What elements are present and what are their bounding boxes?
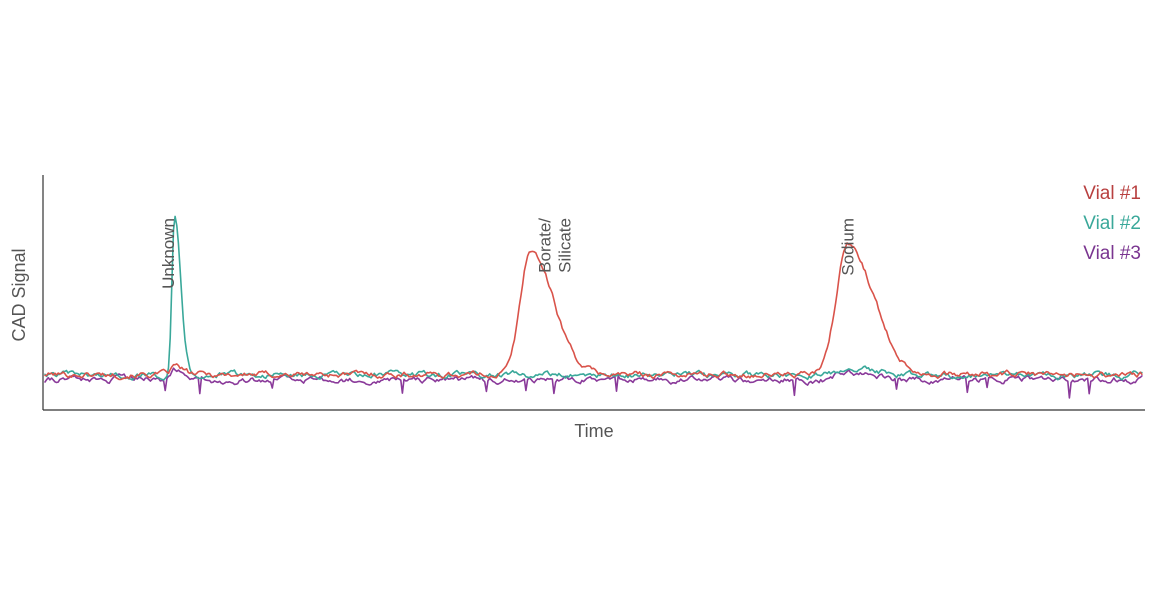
y-axis-title: CAD Signal [9,248,29,341]
peak-label-1-1: Silicate [556,218,575,273]
peak-label-0-0: Unknown [159,218,178,289]
legend-item-vial-3: Vial #3 [1083,243,1141,264]
series-line-vial-2 [44,215,1143,381]
peak-label-2-0: Sodium [839,218,858,276]
annotation-layer: Unknown Borate/Silicate Sodium [159,218,858,289]
legend: Vial #1 Vial #2 Vial #3 [1083,183,1141,264]
series-layer [44,215,1143,399]
legend-item-vial-1: Vial #1 [1083,183,1141,204]
series-line-vial-1 [44,242,1143,381]
peak-label-1-0: Borate/ [536,218,555,273]
series-line-vial-3 [44,367,1143,399]
x-axis-title: Time [574,421,613,441]
legend-item-vial-2: Vial #2 [1083,213,1141,234]
